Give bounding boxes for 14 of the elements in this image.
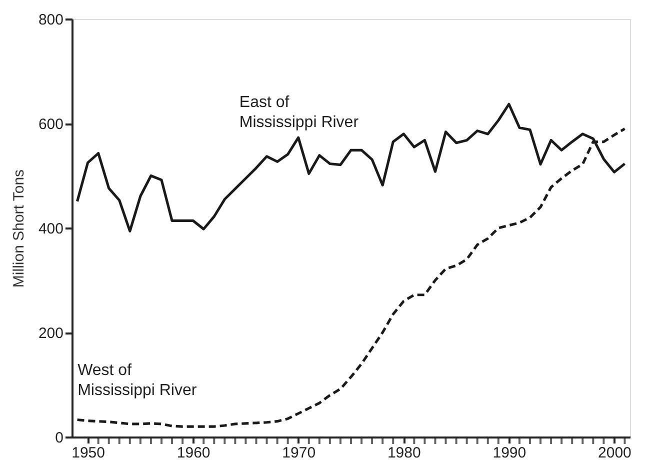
annotation: West of Mississippi River (78, 362, 198, 399)
x-tick-label: 1970 (282, 444, 316, 462)
x-tick-label: 1990 (492, 444, 526, 462)
x-tick-label: 1950 (72, 444, 105, 462)
x-tick-label: 1980 (387, 444, 421, 462)
y-tick-label: 400 (38, 220, 64, 238)
x-tick-label: 2000 (598, 444, 632, 462)
annotation: East of Mississippi River (239, 94, 360, 132)
y-axis-title: Million Short Tons (10, 169, 28, 288)
x-tick-label: 1960 (176, 444, 210, 462)
y-tick-label: 200 (38, 325, 64, 342)
y-tick-label: 800 (38, 12, 64, 28)
y-tick-label: 0 (55, 430, 64, 446)
y-tick-label: 600 (38, 116, 64, 133)
